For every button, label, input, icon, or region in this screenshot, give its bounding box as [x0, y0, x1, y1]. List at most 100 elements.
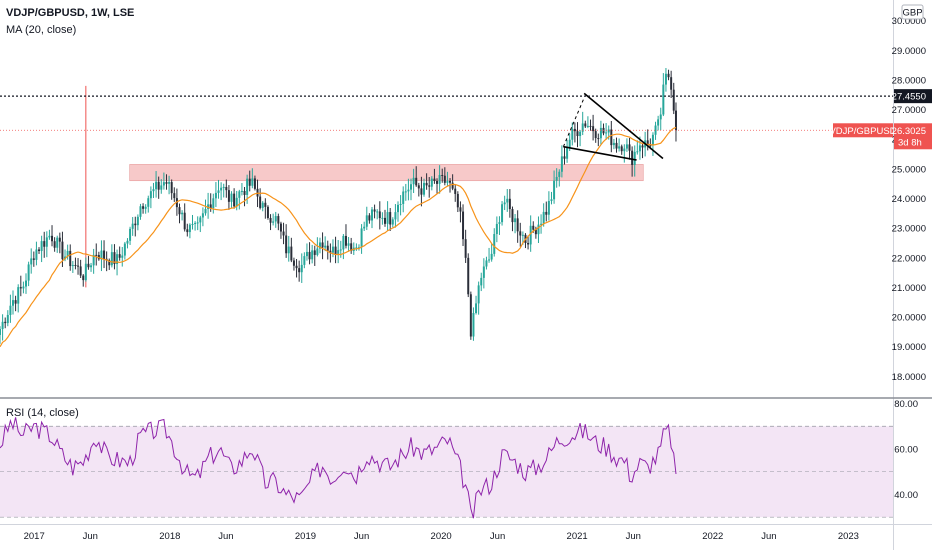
candle-body [58, 237, 61, 242]
candle-body [407, 189, 410, 192]
candle-body [537, 224, 540, 235]
candle-body [152, 189, 155, 192]
currency-label: GBP [902, 8, 922, 19]
candle-body [337, 250, 340, 254]
candle-body [446, 180, 449, 183]
candle-body [584, 123, 587, 127]
candle-body [410, 184, 413, 190]
candle-body [555, 176, 558, 181]
candle-body [415, 177, 418, 186]
candle-body [108, 260, 111, 266]
candle-body [508, 198, 511, 210]
candle-body [318, 242, 321, 249]
candle-body [214, 192, 217, 199]
candle-body [183, 212, 186, 230]
candle-body [399, 203, 402, 205]
candle-body [253, 178, 256, 189]
candle-body [620, 146, 623, 152]
candle-body [495, 223, 498, 235]
candle-body [43, 241, 46, 247]
candle-body [196, 222, 199, 224]
candle-body [40, 241, 43, 252]
time-tick-label: 2022 [702, 531, 723, 542]
candle-body [282, 231, 285, 236]
candle-body [201, 213, 204, 218]
candle-body [160, 185, 163, 190]
candle-body [71, 264, 74, 267]
candle-body [170, 182, 173, 194]
price-tick-label: 28.0000 [892, 75, 926, 86]
resistance-zone [129, 164, 644, 182]
candle-body [269, 217, 272, 223]
candle-body [501, 204, 504, 223]
candle-body [514, 218, 517, 223]
rsi-legend: RSI (14, close) [6, 407, 79, 419]
candle-body [571, 128, 574, 140]
candle-body [672, 89, 675, 111]
candle-body [365, 215, 368, 227]
candle-body [69, 250, 72, 267]
candle-body [636, 151, 639, 153]
candle-body [482, 266, 485, 278]
candle-body [597, 138, 600, 140]
candle-body [394, 212, 397, 220]
candle-body [547, 200, 550, 215]
candle-body [493, 234, 496, 254]
symbol-legend: VDJP/GBPUSD, 1W, LSE [6, 7, 135, 19]
candle-body [204, 209, 207, 214]
candle-body [430, 178, 433, 187]
candle-body [389, 212, 392, 225]
candle-body [230, 193, 233, 202]
candle-body [674, 110, 677, 131]
price-tick-label: 29.0000 [892, 46, 926, 57]
symbol-tag [833, 123, 893, 138]
candle-body [558, 171, 561, 177]
candle-body [342, 235, 345, 250]
candle-body [391, 219, 394, 225]
candle-body [207, 204, 210, 210]
candle-body [274, 216, 277, 222]
candle-body [259, 196, 262, 208]
candle-body [641, 145, 644, 148]
candle-body [404, 191, 407, 193]
candle-body [116, 254, 119, 265]
candle-body [74, 264, 77, 266]
candle-body [162, 182, 165, 186]
candle-body [662, 84, 665, 115]
candle-body [313, 250, 316, 255]
candle-body [131, 223, 134, 229]
candle-body [646, 140, 649, 146]
candle-body [248, 178, 251, 186]
price-tick-label: 19.0000 [892, 342, 926, 353]
candle-body [186, 229, 189, 233]
candle-body [266, 206, 269, 218]
candle-body [670, 77, 673, 90]
candle-body [240, 190, 243, 192]
candle-body [90, 265, 93, 268]
candle-body [436, 180, 439, 184]
candle-body [233, 193, 236, 207]
time-tick-label: Jun [354, 531, 369, 542]
time-tick-label: Jun [83, 531, 98, 542]
candle-body [298, 268, 301, 273]
candle-body [420, 188, 423, 195]
wedge-lower-line [563, 145, 637, 161]
countdown-label: 3d 8h [898, 137, 922, 148]
candle-body [586, 125, 589, 127]
candle-body [217, 190, 220, 193]
candle-body [95, 254, 98, 256]
candle-body [19, 287, 22, 289]
candle-body [331, 246, 334, 253]
candle-body [168, 182, 171, 184]
candle-body [540, 223, 543, 225]
candle-body [17, 287, 20, 304]
time-tick-label: 2023 [838, 531, 859, 542]
candle-body [521, 234, 524, 236]
candle-body [316, 248, 319, 255]
candle-body [303, 256, 306, 265]
candle-body [225, 186, 228, 191]
candle-body [472, 313, 475, 337]
moving-average-line [0, 126, 677, 348]
candle-body [360, 228, 363, 248]
